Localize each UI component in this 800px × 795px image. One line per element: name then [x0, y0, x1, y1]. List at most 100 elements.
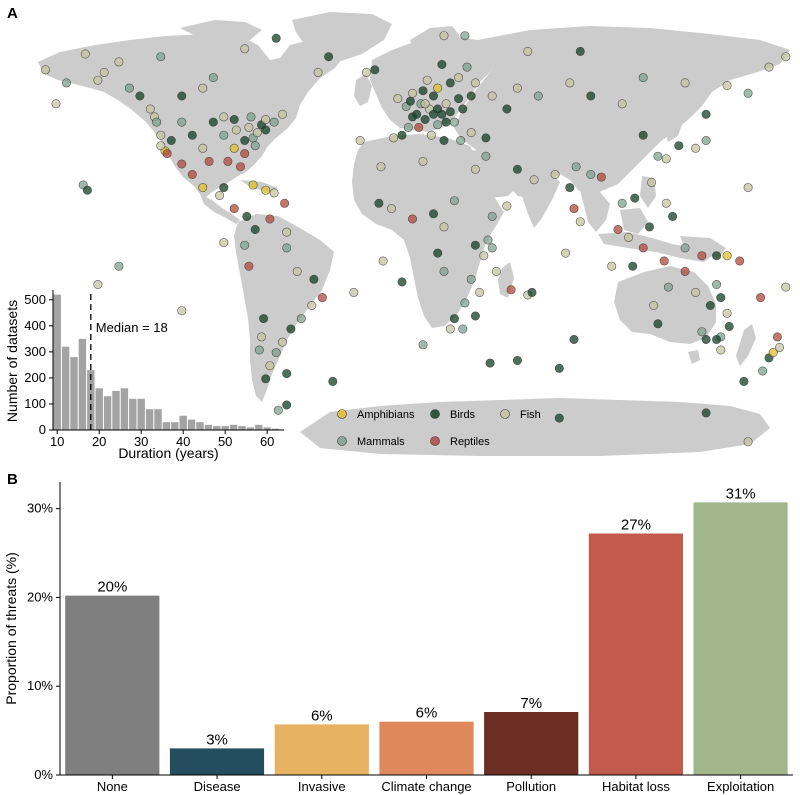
- map-point-birds: [374, 198, 384, 208]
- bar-category-label: Habitat loss: [602, 779, 670, 794]
- map-point-fish: [244, 122, 254, 132]
- map-point-mammals: [466, 274, 476, 284]
- map-point-birds: [502, 104, 512, 114]
- map-point-fish: [512, 83, 522, 93]
- map-points: [40, 31, 791, 447]
- map-point-mammals: [571, 162, 581, 172]
- map-point-birds: [554, 363, 564, 373]
- map-point-mammals: [282, 243, 292, 253]
- map-point-amphibians: [248, 180, 258, 190]
- map-point-birds: [286, 324, 296, 334]
- map-point-fish: [649, 300, 659, 310]
- map-point-mammals: [269, 117, 279, 127]
- map-point-fish: [307, 300, 317, 310]
- map-point-fish: [145, 104, 155, 114]
- map-point-birds: [437, 59, 447, 69]
- map-point-birds: [712, 334, 722, 344]
- bar-data-label: 6%: [311, 707, 333, 724]
- map-point-birds: [445, 107, 455, 117]
- land-uk: [354, 74, 372, 106]
- map-point-birds: [705, 300, 715, 310]
- histogram-y-label: Number of datasets: [4, 300, 20, 422]
- map-point-fish: [422, 75, 432, 85]
- map-point-mammals: [483, 235, 493, 245]
- map-point-mammals: [449, 196, 459, 206]
- histogram-x-tick-label: 10: [50, 434, 64, 449]
- bar-y-tick-label: 10%: [27, 678, 53, 693]
- map-point-birds: [328, 376, 338, 386]
- land-central-america: [200, 194, 240, 224]
- map-point-fish: [491, 266, 501, 276]
- map-point-fish: [231, 125, 241, 135]
- map-point-fish: [99, 67, 109, 77]
- histogram-bar: [129, 398, 137, 430]
- map-point-birds: [668, 211, 678, 221]
- map-point-reptiles: [204, 156, 214, 166]
- map-point-mammals: [124, 83, 134, 93]
- map-point-fish: [781, 282, 791, 292]
- histogram-bar: [87, 370, 95, 430]
- map-point-mammals: [460, 298, 470, 308]
- map-point-mammals: [481, 151, 491, 161]
- map-point-reptiles: [229, 204, 239, 214]
- map-point-fish: [177, 306, 187, 316]
- world-map: [38, 12, 790, 456]
- map-point-fish: [479, 251, 489, 261]
- land-north-america: [38, 34, 345, 198]
- map-point-birds: [428, 209, 438, 219]
- map-point-fish: [661, 198, 671, 208]
- map-point-fish: [617, 99, 627, 109]
- map-point-fish: [393, 94, 403, 104]
- map-point-birds: [418, 86, 428, 96]
- map-point-fish: [219, 238, 229, 248]
- map-point-fish: [378, 256, 388, 266]
- map-point-birds: [219, 183, 229, 193]
- map-point-birds: [724, 321, 734, 331]
- map-point-fish: [418, 156, 428, 166]
- map-point-birds: [739, 376, 749, 386]
- map-point-mammals: [680, 243, 690, 253]
- map-point-fish: [561, 248, 571, 258]
- histogram-bar: [171, 422, 179, 430]
- map-point-fish: [454, 73, 464, 83]
- map-point-birds: [271, 33, 281, 43]
- legend-label-reptiles: Reptiles: [450, 436, 490, 448]
- map-point-amphibians: [229, 143, 239, 153]
- map-point-fish: [51, 99, 61, 109]
- map-point-mammals: [617, 198, 627, 208]
- map-point-reptiles: [772, 332, 782, 342]
- bar-category-label: Climate change: [381, 779, 471, 794]
- legend-label-fish: Fish: [520, 409, 541, 421]
- map-point-fish: [764, 62, 774, 72]
- map-point-birds: [586, 91, 596, 101]
- bar-pollution: [484, 712, 579, 775]
- histogram-bar: [204, 424, 213, 430]
- map-point-fish: [252, 128, 262, 138]
- map-point-mammals: [458, 324, 468, 334]
- map-point-fish: [292, 266, 302, 276]
- histogram-x-tick-label: 60: [260, 434, 274, 449]
- map-point-fish: [781, 52, 791, 62]
- legend-swatch-reptiles: [430, 436, 440, 446]
- map-point-mammals: [240, 240, 250, 250]
- histogram-bar: [263, 427, 271, 430]
- map-point-birds: [433, 104, 443, 114]
- bar-y-tick-label: 0%: [34, 767, 53, 782]
- map-point-fish: [523, 46, 533, 56]
- histogram-bar: [179, 415, 187, 430]
- map-legend: Amphibians Birds Fish Mammals Reptiles: [337, 409, 541, 448]
- bar-data-label: 27%: [621, 517, 651, 534]
- map-point-fish: [691, 143, 701, 153]
- bar-data-label: 7%: [520, 695, 542, 712]
- map-point-mammals: [61, 78, 71, 88]
- map-point-fish: [114, 57, 124, 67]
- land-south-america: [234, 214, 334, 402]
- map-point-reptiles: [414, 122, 424, 132]
- map-point-mammals: [487, 243, 497, 253]
- map-point-mammals: [208, 73, 218, 83]
- map-point-mammals: [460, 31, 470, 41]
- map-point-birds: [82, 185, 92, 195]
- map-point-reptiles: [265, 214, 275, 224]
- histogram-y-tick-label: 300: [24, 344, 46, 359]
- land-greenland: [292, 12, 392, 62]
